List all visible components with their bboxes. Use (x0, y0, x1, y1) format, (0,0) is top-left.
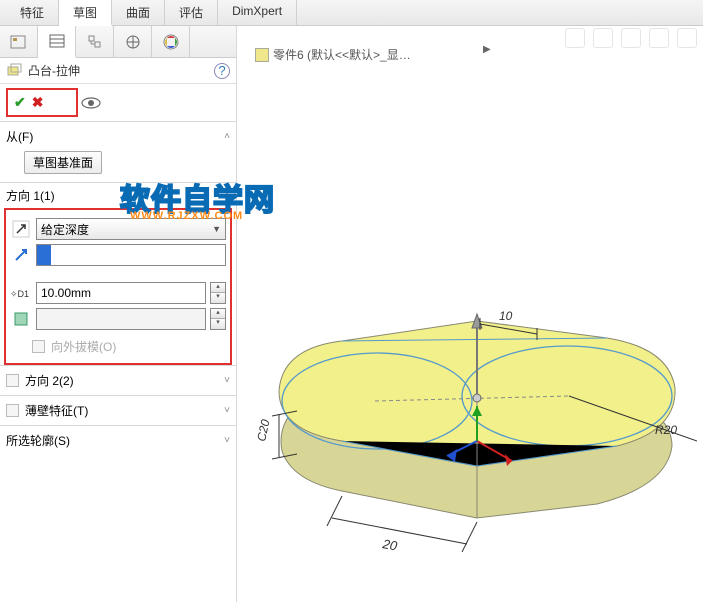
display-style-icon[interactable] (677, 28, 697, 48)
dim-bottom: 20 (380, 536, 399, 554)
zoom-fit-icon[interactable] (565, 28, 585, 48)
section-contours-label: 所选轮廓(S) (6, 432, 70, 449)
help-icon[interactable]: ? (214, 63, 230, 79)
dir2-checkbox[interactable] (6, 374, 19, 387)
draft-icon[interactable] (10, 309, 32, 329)
draft-input[interactable] (36, 308, 206, 330)
3d-viewport[interactable]: ▶ 零件6 (默认<<默认>_显… (237, 26, 703, 602)
direction-vector-icon[interactable] (10, 245, 32, 265)
preview-eye-icon[interactable] (80, 96, 102, 110)
section-thin-label: 薄壁特征(T) (25, 402, 88, 419)
ok-button[interactable]: ✔ (14, 94, 26, 111)
dim-radius: R20 (655, 423, 677, 437)
chevron-down-icon[interactable]: ˅ (224, 435, 230, 446)
cancel-button[interactable]: ✖ (32, 94, 44, 111)
depth-input[interactable]: 10.00mm (36, 282, 206, 304)
confirm-box: ✔ ✖ (6, 88, 78, 117)
svg-text:✧D1: ✧D1 (10, 289, 29, 299)
chevron-down-icon: ▼ (212, 224, 221, 234)
tab-dimxpert[interactable]: DimXpert (218, 0, 297, 25)
thin-checkbox[interactable] (6, 404, 19, 417)
property-manager: 凸台-拉伸 ? ✔ ✖ 从(F) ˄ 草图基准面 方向 1(1) (0, 26, 237, 602)
section-dir1-label: 方向 1(1) (6, 187, 55, 204)
tree-collapse-icon[interactable]: ▶ (483, 44, 491, 55)
depth-icon: ✧D1 (10, 283, 32, 303)
chevron-down-icon[interactable]: ˅ (224, 375, 230, 386)
section-from: 从(F) ˄ 草图基准面 (0, 121, 236, 182)
draft-outward-checkbox[interactable] (32, 340, 45, 353)
dim-height: C20 (257, 418, 273, 443)
part-icon (255, 48, 269, 62)
ribbon-tabs: 特征 草图 曲面 评估 DimXpert (0, 0, 703, 26)
section-view-icon[interactable] (649, 28, 669, 48)
draft-outward-label: 向外拔模(O) (51, 338, 116, 355)
section-direction2[interactable]: 方向 2(2) ˅ (0, 365, 236, 395)
section-dir2-label: 方向 2(2) (25, 372, 74, 389)
watermark-url: WWW.RJZXW.COM (130, 210, 243, 222)
section-contours[interactable]: 所选轮廓(S) ˅ (0, 425, 236, 455)
reverse-direction-icon[interactable] (10, 219, 32, 239)
end-condition-value: 给定深度 (41, 221, 89, 238)
direction-selection-input[interactable] (36, 244, 226, 266)
part-name: 零件6 (默认<<默认>_显… (273, 46, 411, 63)
depth-spinner[interactable]: ▴▾ (210, 282, 226, 304)
sketch-plane-button[interactable]: 草图基准面 (24, 151, 102, 174)
panel-tab-feature-tree[interactable] (0, 26, 38, 57)
panel-tab-appearance[interactable] (152, 26, 190, 57)
section-thin[interactable]: 薄壁特征(T) ˅ (0, 395, 236, 425)
tab-feature[interactable]: 特征 (6, 0, 59, 25)
viewport-toolbar (565, 28, 697, 48)
chevron-up-icon[interactable]: ˄ (224, 131, 230, 142)
feature-title: 凸台-拉伸 (24, 62, 214, 79)
extrude-icon (6, 63, 24, 79)
tab-evaluate[interactable]: 评估 (165, 0, 218, 25)
panel-tab-dim[interactable] (114, 26, 152, 57)
panel-tabs (0, 26, 236, 58)
zoom-area-icon[interactable] (593, 28, 613, 48)
chevron-down-icon[interactable]: ˅ (224, 405, 230, 416)
direction1-highlighted: 给定深度 ▼ (4, 208, 232, 365)
draft-spinner[interactable]: ▴▾ (210, 308, 226, 330)
flyout-tree[interactable]: 零件6 (默认<<默认>_显… (255, 46, 411, 63)
tab-surface[interactable]: 曲面 (112, 0, 165, 25)
feature-header: 凸台-拉伸 ? (0, 58, 236, 84)
view-prev-icon[interactable] (621, 28, 641, 48)
panel-tab-property[interactable] (38, 26, 76, 58)
panel-tab-config[interactable] (76, 26, 114, 57)
tab-sketch[interactable]: 草图 (59, 0, 112, 26)
3d-model: 10 C20 20 R20 (257, 266, 697, 566)
dim-top: 10 (499, 309, 513, 323)
section-from-label: 从(F) (6, 128, 33, 145)
